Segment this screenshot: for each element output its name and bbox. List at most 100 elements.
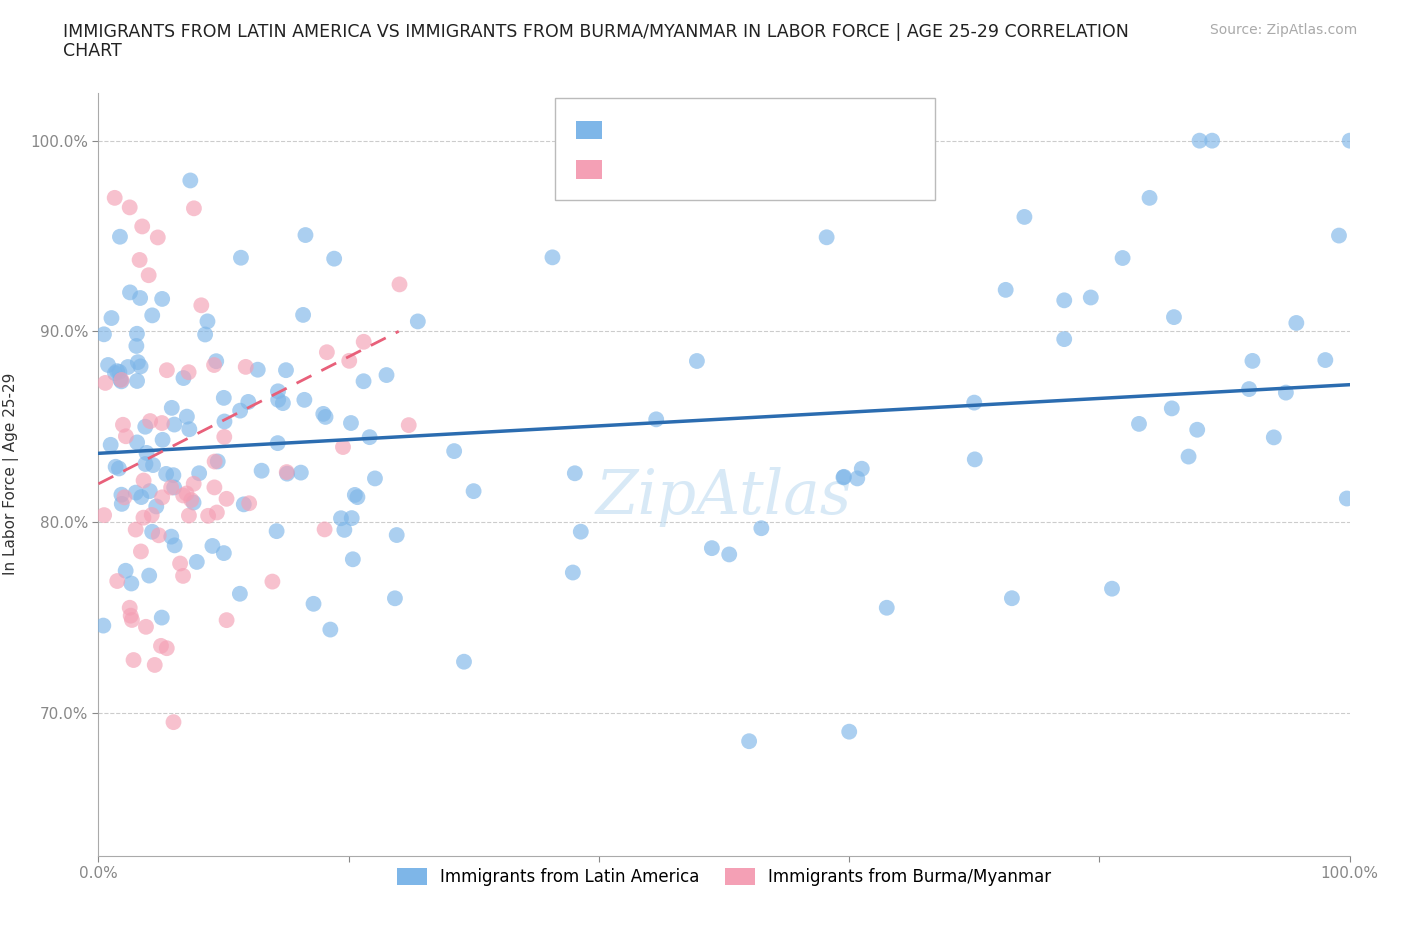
Point [127, 435, 149, 450]
Point [700, 540, 723, 555]
Point [1080, 290, 1102, 305]
Text: R =: R = [616, 120, 647, 139]
Point [172, 568, 194, 583]
Point [214, 414, 236, 429]
Point [262, 574, 284, 589]
Point [172, 370, 194, 385]
Point [94, 376, 117, 391]
Point [150, 490, 173, 505]
Point [129, 544, 152, 559]
Point [114, 564, 136, 578]
Point [202, 480, 225, 495]
Point [118, 285, 141, 299]
Point [564, 466, 586, 481]
Point [125, 339, 148, 353]
Point [160, 529, 183, 544]
Point [1001, 591, 1024, 605]
Point [292, 308, 315, 323]
Point [197, 509, 219, 524]
Point [541, 250, 564, 265]
Point [145, 499, 167, 514]
Point [163, 418, 186, 432]
Point [838, 724, 860, 739]
Point [443, 444, 465, 458]
Point [274, 363, 297, 378]
Point [124, 522, 146, 537]
Point [108, 230, 131, 245]
Text: N =: N = [724, 159, 755, 178]
Point [152, 432, 174, 447]
Point [215, 613, 238, 628]
Point [163, 538, 186, 552]
Point [120, 576, 142, 591]
Point [1101, 581, 1123, 596]
Point [141, 508, 163, 523]
Point [204, 454, 226, 469]
Point [1139, 191, 1161, 206]
Point [150, 291, 173, 306]
Point [235, 359, 257, 374]
Point [238, 496, 260, 511]
Point [1327, 228, 1350, 243]
Point [183, 201, 205, 216]
Point [146, 230, 169, 245]
Point [330, 511, 353, 525]
Point [1014, 209, 1036, 224]
Point [340, 416, 363, 431]
Point [1053, 332, 1076, 347]
Point [141, 525, 163, 539]
Point [645, 412, 668, 427]
Point [205, 505, 228, 520]
Point [1188, 133, 1211, 148]
Point [121, 613, 143, 628]
Point [111, 497, 134, 512]
Point [463, 484, 485, 498]
Point [1263, 430, 1285, 445]
Point [122, 653, 145, 668]
Point [132, 511, 155, 525]
Point [188, 466, 211, 481]
Point [353, 374, 375, 389]
Point [1177, 449, 1199, 464]
Point [180, 493, 202, 508]
Point [163, 480, 186, 495]
Point [176, 486, 198, 501]
Point [364, 471, 387, 485]
Point [846, 471, 869, 485]
Text: ZipAtlas: ZipAtlas [596, 467, 852, 527]
Point [1285, 315, 1308, 330]
Point [561, 565, 583, 580]
Point [129, 290, 152, 305]
Legend: Immigrants from Latin America, Immigrants from Burma/Myanmar: Immigrants from Latin America, Immigrant… [391, 861, 1057, 893]
Point [214, 430, 236, 445]
Point [385, 527, 408, 542]
Point [93, 508, 115, 523]
Point [375, 367, 398, 382]
Point [160, 480, 183, 495]
Point [186, 554, 208, 569]
Text: IMMIGRANTS FROM LATIN AMERICA VS IMMIGRANTS FROM BURMA/MYANMAR IN LABOR FORCE | : IMMIGRANTS FROM LATIN AMERICA VS IMMIGRA… [63, 23, 1129, 41]
Point [129, 489, 152, 504]
Point [340, 511, 363, 525]
Point [229, 404, 252, 418]
Point [1336, 491, 1358, 506]
Point [134, 419, 156, 434]
Point [569, 525, 592, 539]
Point [1241, 353, 1264, 368]
Point [212, 546, 235, 561]
Point [162, 714, 184, 729]
Point [290, 465, 312, 480]
Point [232, 497, 254, 512]
Point [315, 409, 337, 424]
Point [406, 314, 429, 329]
Point [179, 422, 201, 437]
Point [1163, 310, 1185, 325]
Point [110, 374, 132, 389]
Point [302, 596, 325, 611]
Point [1315, 352, 1337, 367]
Point [155, 467, 177, 482]
Point [150, 416, 173, 431]
Point [851, 461, 873, 476]
Point [388, 277, 411, 292]
Point [276, 465, 298, 480]
